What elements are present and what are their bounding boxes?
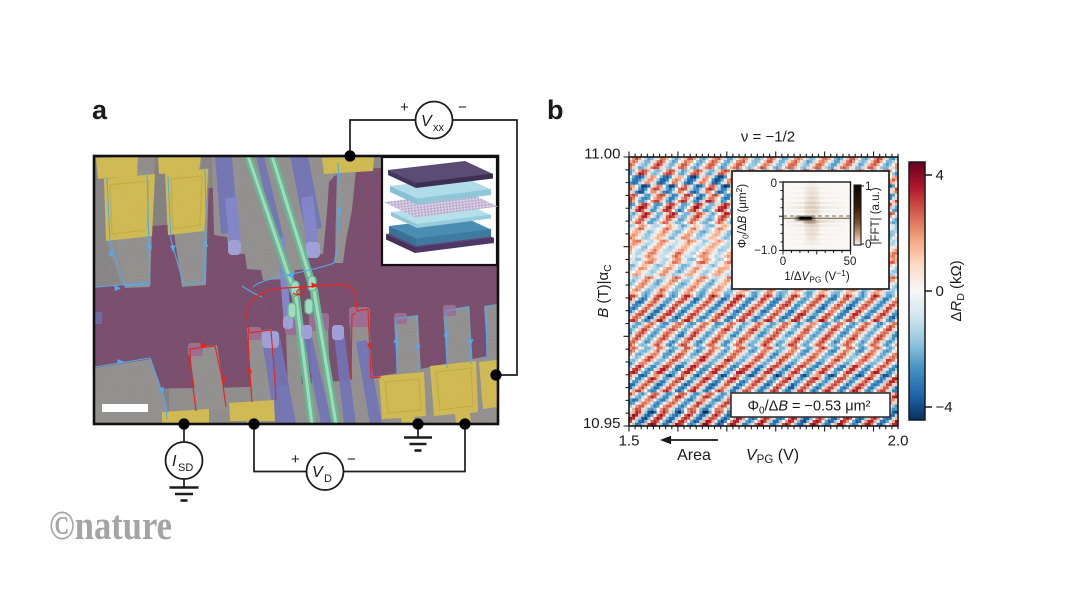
svg-text:V: V [421,113,433,130]
svg-text:1/ΔVPG (V−1): 1/ΔVPG (V−1) [784,268,850,285]
svg-text:V: V [312,464,324,481]
svg-text:ν = −1/2: ν = −1/2 [741,129,795,146]
svg-text:VPG (V): VPG (V) [746,447,799,466]
svg-text:−4: −4 [936,399,953,416]
svg-text:I: I [172,453,177,470]
svg-text:0: 0 [771,178,777,190]
svg-text:+: + [291,451,300,468]
svg-text:xx: xx [433,122,445,134]
svg-text:−: − [458,99,467,116]
svg-text:a: a [92,95,108,125]
svg-text:0: 0 [936,283,944,300]
svg-text:B (T)|αC: B (T)|αC [595,264,614,318]
svg-text:ΔRD (kΩ): ΔRD (kΩ) [948,260,967,321]
svg-text:50: 50 [844,256,857,268]
svg-text:|FFT| (a.u.): |FFT| (a.u.) [870,187,882,244]
svg-text:Φ0/ΔB = −0.53 μm²: Φ0/ΔB = −0.53 μm² [747,399,870,417]
svg-text:b: b [547,95,564,125]
svg-text:Φ0/ΔB (μm2): Φ0/ΔB (μm2) [734,184,751,248]
svg-text:©nature: ©nature [49,502,172,548]
svg-text:4: 4 [936,167,944,184]
svg-text:10.95: 10.95 [583,415,621,432]
svg-text:0: 0 [780,256,786,268]
svg-text:D: D [324,473,332,485]
svg-text:1: 1 [865,181,871,193]
svg-text:2.0: 2.0 [888,433,909,450]
svg-text:0: 0 [865,239,871,251]
svg-text:1.5: 1.5 [619,433,640,450]
svg-text:+: + [400,99,409,116]
svg-text:Area: Area [677,447,711,464]
svg-text:−: − [347,451,356,468]
svg-text:11.00: 11.00 [584,146,620,163]
svg-text:−1.0: −1.0 [754,245,777,257]
svg-text:SD: SD [178,462,193,474]
